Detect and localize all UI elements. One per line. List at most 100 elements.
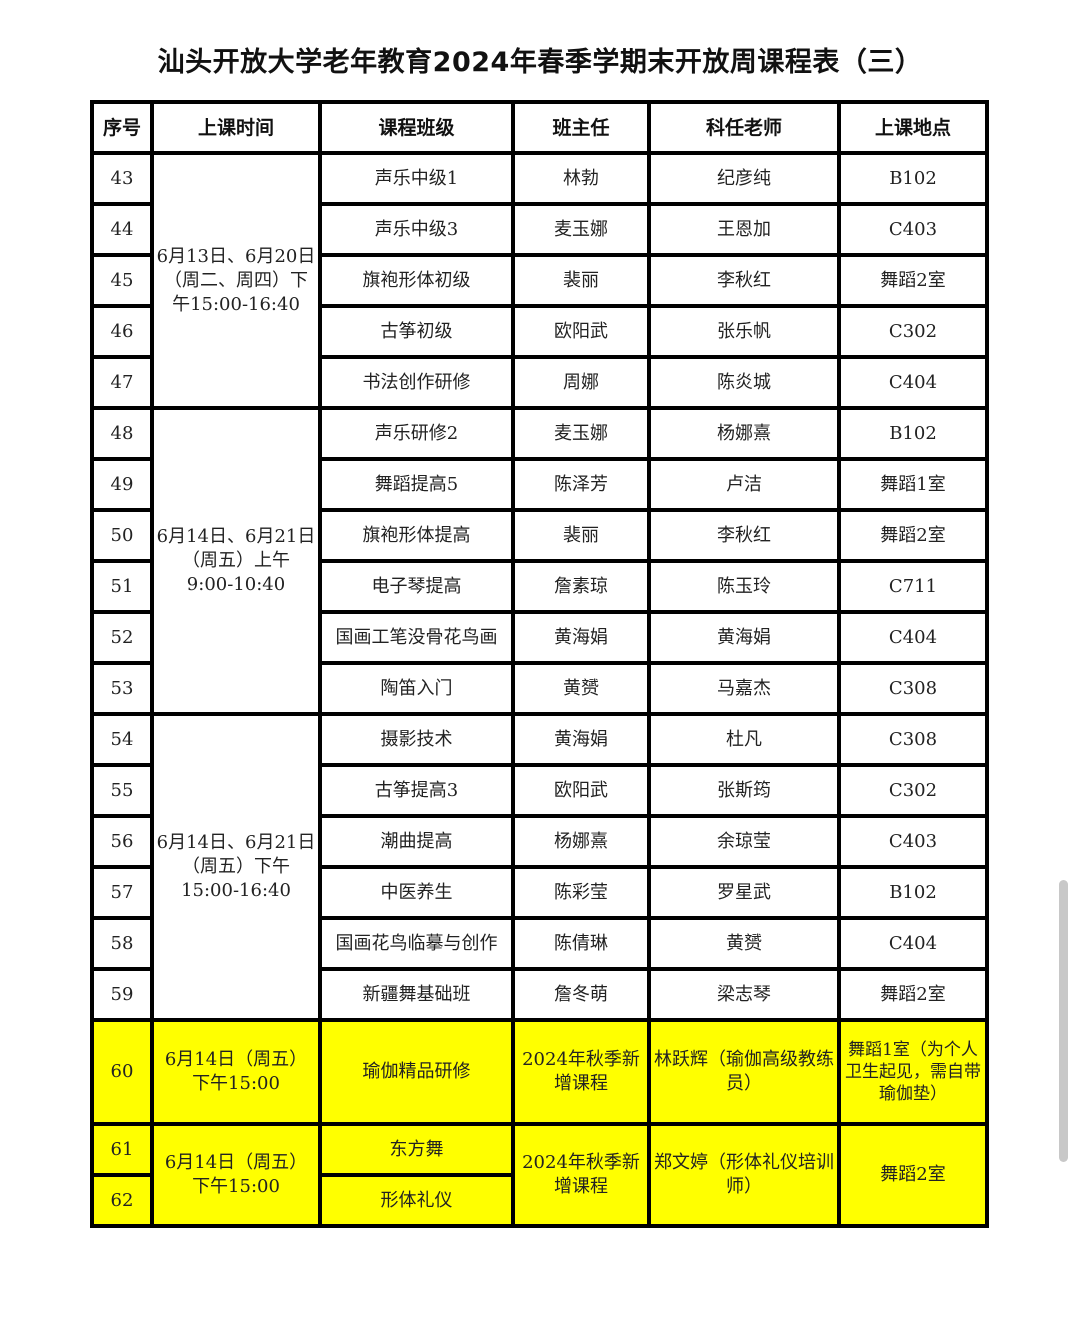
head-teacher: 裴丽 xyxy=(511,253,651,308)
course-name: 书法创作研修 xyxy=(318,355,515,410)
course-name: 新疆舞基础班 xyxy=(318,967,515,1022)
row-number: 55 xyxy=(90,763,154,818)
classroom: C308 xyxy=(837,712,989,767)
table-row: 45 旗袍形体初级 裴丽 李秋红 舞蹈2室 xyxy=(90,253,989,308)
classroom: B102 xyxy=(837,151,989,206)
table-row: 53 陶笛入门 黄赟 马嘉杰 C308 xyxy=(90,661,989,716)
classroom: C404 xyxy=(837,355,989,410)
row-number: 53 xyxy=(90,661,154,716)
class-time: 6月14日（周五）下午15:00 xyxy=(150,1018,322,1126)
row-number: 50 xyxy=(90,508,154,563)
classroom: C711 xyxy=(837,559,989,614)
classroom: C302 xyxy=(837,304,989,359)
head-teacher: 陈倩琳 xyxy=(511,916,651,971)
table-row: 51 电子琴提高 詹素琼 陈玉玲 C711 xyxy=(90,559,989,614)
course-name: 声乐中级3 xyxy=(318,202,515,257)
table-row-new-course: 61 6月14日（周五）下午15:00 东方舞 2024年秋季新增课程 郑文婷（形体礼仪… xyxy=(90,1122,989,1228)
course-name: 声乐中级1 xyxy=(318,151,515,206)
scrollbar[interactable] xyxy=(1059,880,1068,1162)
table-row: 50 旗袍形体提高 裴丽 李秋红 舞蹈2室 xyxy=(90,508,989,563)
table-row: 57 中医养生 陈彩莹 罗星武 B102 xyxy=(90,865,989,920)
subject-teacher: 陈炎城 xyxy=(647,355,841,410)
row-number: 44 xyxy=(90,202,154,257)
subject-teacher: 马嘉杰 xyxy=(647,661,841,716)
header-course: 课程班级 xyxy=(318,100,515,155)
header-room: 上课地点 xyxy=(837,100,989,155)
head-teacher: 黄海娟 xyxy=(511,610,651,665)
classroom: C403 xyxy=(837,814,989,869)
head-teacher: 欧阳武 xyxy=(511,304,651,359)
subject-teacher: 卢洁 xyxy=(647,457,841,512)
classroom: C308 xyxy=(837,661,989,716)
classroom: 舞蹈2室 xyxy=(837,508,989,563)
subject-teacher: 林跃辉（瑜伽高级教练员） xyxy=(647,1018,841,1126)
class-time: 6月14日、6月21日（周五）下午 15:00-16:40 xyxy=(150,712,322,1022)
head-teacher: 陈彩莹 xyxy=(511,865,651,920)
class-time: 6月13日、6月20日（周二、周四）下午15:00-16:40 xyxy=(150,151,322,410)
subject-teacher: 杜凡 xyxy=(647,712,841,767)
head-teacher: 詹冬萌 xyxy=(511,967,651,1022)
row-number: 56 xyxy=(90,814,154,869)
table-row: 56 潮曲提高 杨娜熹 余琼莹 C403 xyxy=(90,814,989,869)
classroom: 舞蹈1室（为个人卫生起见，需自带瑜伽垫） xyxy=(837,1018,989,1126)
table-row: 59 新疆舞基础班 詹冬萌 梁志琴 舞蹈2室 xyxy=(90,967,989,1022)
table-row: 52 国画工笔没骨花鸟画 黄海娟 黄海娟 C404 xyxy=(90,610,989,665)
table-row: 54 6月14日、6月21日（周五）下午 15:00-16:40 摄影技术 黄海娟 杜凡… xyxy=(90,712,989,1022)
subject-teacher: 纪彦纯 xyxy=(647,151,841,206)
course-name: 电子琴提高 xyxy=(318,559,515,614)
header-row: 序号 上课时间 课程班级 班主任 科任老师 上课地点 xyxy=(90,100,989,155)
schedule-table: 序号 上课时间 课程班级 班主任 科任老师 上课地点 43 6月13日、6月20日… xyxy=(90,100,989,1228)
head-teacher: 周娜 xyxy=(511,355,651,410)
row-number: 46 xyxy=(90,304,154,359)
subject-teacher: 梁志琴 xyxy=(647,967,841,1022)
table-row: 58 国画花鸟临摹与创作 陈倩琳 黄赟 C404 xyxy=(90,916,989,971)
course-name: 旗袍形体初级 xyxy=(318,253,515,308)
row-number: 60 xyxy=(90,1018,154,1126)
row-number: 48 xyxy=(90,406,154,461)
subject-teacher: 王恩加 xyxy=(647,202,841,257)
classroom: 舞蹈2室 xyxy=(837,1122,989,1228)
course-name: 声乐研修2 xyxy=(318,406,515,461)
head-teacher: 詹素琼 xyxy=(511,559,651,614)
head-teacher: 欧阳武 xyxy=(511,763,651,818)
row-number: 58 xyxy=(90,916,154,971)
subject-teacher: 黄海娟 xyxy=(647,610,841,665)
course-name: 陶笛入门 xyxy=(318,661,515,716)
subject-teacher: 陈玉玲 xyxy=(647,559,841,614)
table-row-new-course: 60 6月14日（周五）下午15:00 瑜伽精品研修 2024年秋季新增课程 林跃辉（瑜… xyxy=(90,1018,989,1126)
head-teacher: 黄海娟 xyxy=(511,712,651,767)
class-time: 6月14日（周五）下午15:00 xyxy=(150,1122,322,1228)
class-time: 6月14日、6月21日（周五）上午 9:00-10:40 xyxy=(150,406,322,716)
subject-teacher: 李秋红 xyxy=(647,508,841,563)
course-name: 古筝提高3 xyxy=(318,763,515,818)
classroom: 舞蹈2室 xyxy=(837,253,989,308)
header-time: 上课时间 xyxy=(150,100,322,155)
subject-teacher: 张乐帆 xyxy=(647,304,841,359)
table-row: 46 古筝初级 欧阳武 张乐帆 C302 xyxy=(90,304,989,359)
row-number: 54 xyxy=(90,712,154,767)
table-row: 43 6月13日、6月20日（周二、周四）下午15:00-16:40 声乐中级1 林勃… xyxy=(90,151,989,410)
head-teacher: 杨娜熹 xyxy=(511,814,651,869)
row-number: 52 xyxy=(90,610,154,665)
head-teacher: 裴丽 xyxy=(511,508,651,563)
subject-teacher: 郑文婷（形体礼仪培训师） xyxy=(647,1122,841,1228)
course-name: 瑜伽精品研修 xyxy=(318,1018,515,1126)
row-number: 57 xyxy=(90,865,154,920)
classroom: C302 xyxy=(837,763,989,818)
row-number: 51 xyxy=(90,559,154,614)
row-number: 45 xyxy=(90,253,154,308)
page-title: 汕头开放大学老年教育2024年春季学期末开放周课程表（三） xyxy=(157,47,923,78)
course-name: 旗袍形体提高 xyxy=(318,508,515,563)
course-name: 国画工笔没骨花鸟画 xyxy=(318,610,515,665)
classroom: B102 xyxy=(837,865,989,920)
table-row: 55 古筝提高3 欧阳武 张斯筠 C302 xyxy=(90,763,989,818)
course-name: 舞蹈提高5 xyxy=(318,457,515,512)
head-teacher: 林勃 xyxy=(511,151,651,206)
header-teacher: 科任老师 xyxy=(647,100,841,155)
subject-teacher: 李秋红 xyxy=(647,253,841,308)
classroom: C404 xyxy=(837,916,989,971)
row-number: 61 xyxy=(90,1122,154,1177)
course-name: 摄影技术 xyxy=(318,712,515,767)
row-number: 59 xyxy=(90,967,154,1022)
table-row: 48 6月14日、6月21日（周五）上午 9:00-10:40 声乐研修2 麦玉娜 杨娜… xyxy=(90,406,989,716)
